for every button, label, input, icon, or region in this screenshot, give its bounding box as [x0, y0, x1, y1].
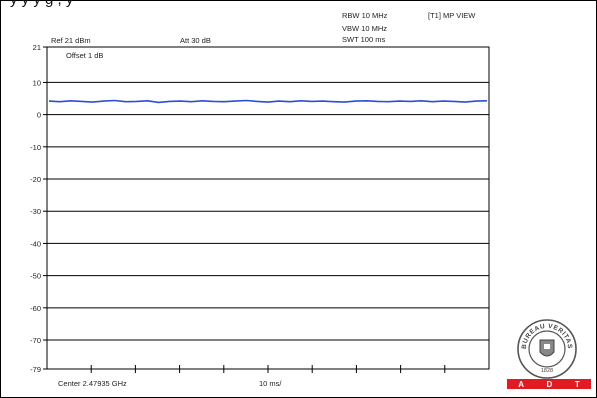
- y-tick-label: -60: [30, 304, 41, 313]
- adt-letter-a: A: [518, 379, 525, 389]
- y-axis-ticks: 21 10 0 -10 -20 -30 -40 -50 -60 -70 -79: [30, 43, 47, 374]
- trace-mode-label: [T1] MP VIEW: [428, 11, 476, 20]
- trace-line-1: [48, 99, 488, 104]
- sweep-per-division-label: 10 ms/: [259, 379, 282, 388]
- bureau-veritas-seal: BUREAU VERITAS 1828: [517, 319, 577, 379]
- cropped-caption-text: y y y g , y: [10, 0, 73, 8]
- y-tick-label: -70: [30, 336, 41, 345]
- y-tick-label: 10: [33, 78, 41, 87]
- y-tick-label: -50: [30, 272, 41, 281]
- ref-level-label: Ref 21 dBm: [51, 36, 91, 45]
- rbw-label: RBW 10 MHz: [342, 11, 388, 20]
- y-tick-label: -10: [30, 143, 41, 152]
- y-tick-label: 0: [37, 111, 41, 120]
- attenuation-label: Att 30 dB: [180, 36, 211, 45]
- y-tick-label: -20: [30, 175, 41, 184]
- adt-letter-d: D: [546, 379, 553, 389]
- y-tick-label: 21: [33, 43, 41, 52]
- adt-logo-bar: A D T: [507, 379, 591, 389]
- grid-lines: [47, 81, 489, 341]
- offset-label: Offset 1 dB: [66, 51, 103, 60]
- y-tick-label: -30: [30, 207, 41, 216]
- plot-area: [46, 46, 490, 370]
- trace-1: [48, 99, 488, 104]
- y-tick-label: -40: [30, 239, 41, 248]
- adt-letter-t: T: [574, 379, 580, 389]
- sweep-time-label: SWT 100 ms: [342, 35, 385, 44]
- y-tick-label: -79: [30, 365, 41, 374]
- seal-year: 1828: [541, 368, 553, 374]
- center-frequency-label: Center 2.47935 GHz: [58, 379, 127, 388]
- vbw-label: VBW 10 MHz: [342, 24, 387, 33]
